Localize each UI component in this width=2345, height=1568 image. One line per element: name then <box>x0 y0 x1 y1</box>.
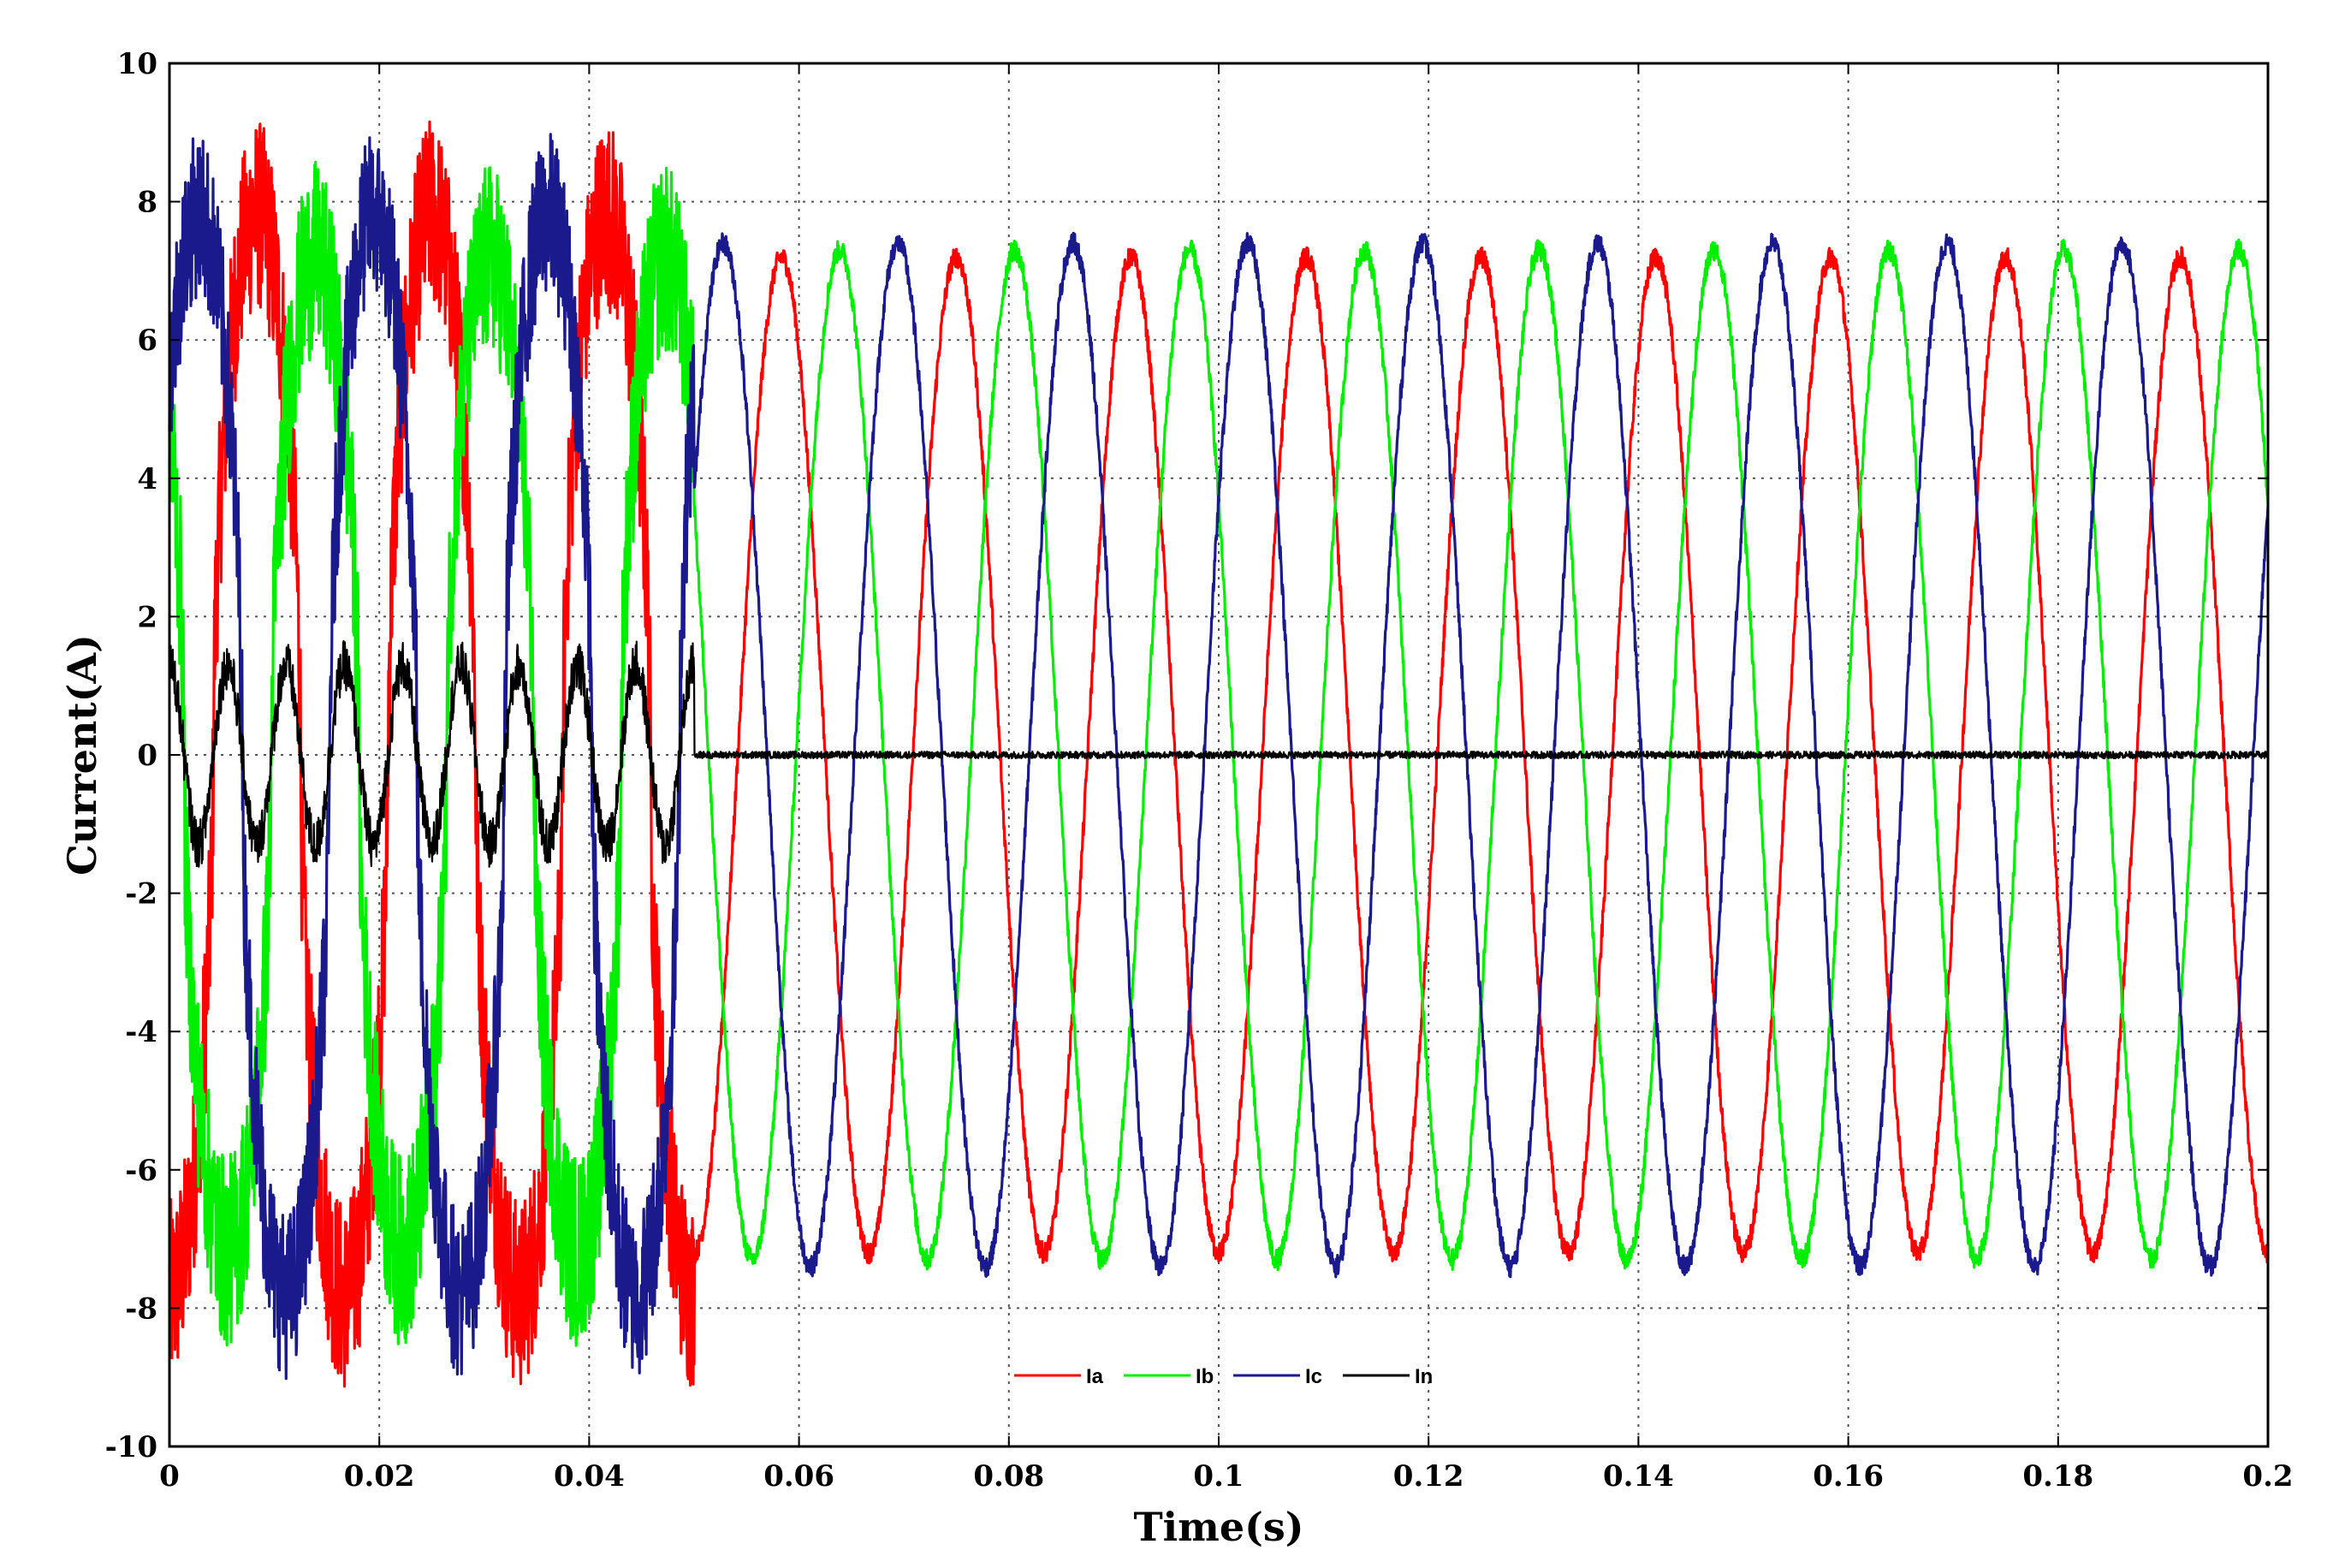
y-tick-label: -10 <box>105 1430 157 1464</box>
y-tick-label: 10 <box>117 47 157 81</box>
x-tick-label: 0.08 <box>973 1459 1044 1494</box>
x-tick-label: 0 <box>159 1459 180 1494</box>
y-tick-label: -8 <box>125 1292 157 1326</box>
series-line-ic <box>168 133 2270 1381</box>
legend-label-ic: Ic <box>1305 1365 1322 1388</box>
y-tick-label: 8 <box>137 186 157 220</box>
legend-label-in: In <box>1415 1365 1433 1388</box>
x-tick-label: 0.06 <box>763 1459 834 1494</box>
x-tick-label: 0.2 <box>2242 1459 2293 1494</box>
x-tick-label: 0.02 <box>344 1459 415 1494</box>
legend-label-ia: Ia <box>1086 1365 1104 1388</box>
legend: Ia Ib Ic In <box>1014 1365 1433 1388</box>
y-axis-label: Current(A) <box>59 634 105 876</box>
y-tick-label: 0 <box>137 739 157 773</box>
y-tick-label: 6 <box>137 324 157 358</box>
x-axis-label: Time(s) <box>1133 1504 1303 1550</box>
x-tick-label: 0.16 <box>1813 1459 1884 1494</box>
y-tick-label: 2 <box>137 600 157 634</box>
x-tick-label: 0.04 <box>554 1459 625 1494</box>
legend-label-ib: Ib <box>1196 1365 1214 1388</box>
y-tick-label: -2 <box>125 877 157 912</box>
series-line-in <box>168 639 2269 868</box>
y-tick-label: -4 <box>125 1015 157 1049</box>
x-tick-label: 0.12 <box>1393 1459 1464 1494</box>
x-tick-label: 0.18 <box>2022 1459 2093 1494</box>
series-layer <box>168 120 2270 1388</box>
tick-labels: 0 0.02 0.04 0.06 0.08 0.1 0.12 0.14 0.16 0.18 0.2 1… <box>105 47 2294 1494</box>
series-line-ia <box>168 120 2270 1388</box>
x-tick-label: 0.1 <box>1193 1459 1244 1494</box>
x-tick-label: 0.14 <box>1603 1459 1674 1494</box>
y-tick-label: 4 <box>137 462 157 496</box>
y-tick-label: -6 <box>125 1154 157 1188</box>
